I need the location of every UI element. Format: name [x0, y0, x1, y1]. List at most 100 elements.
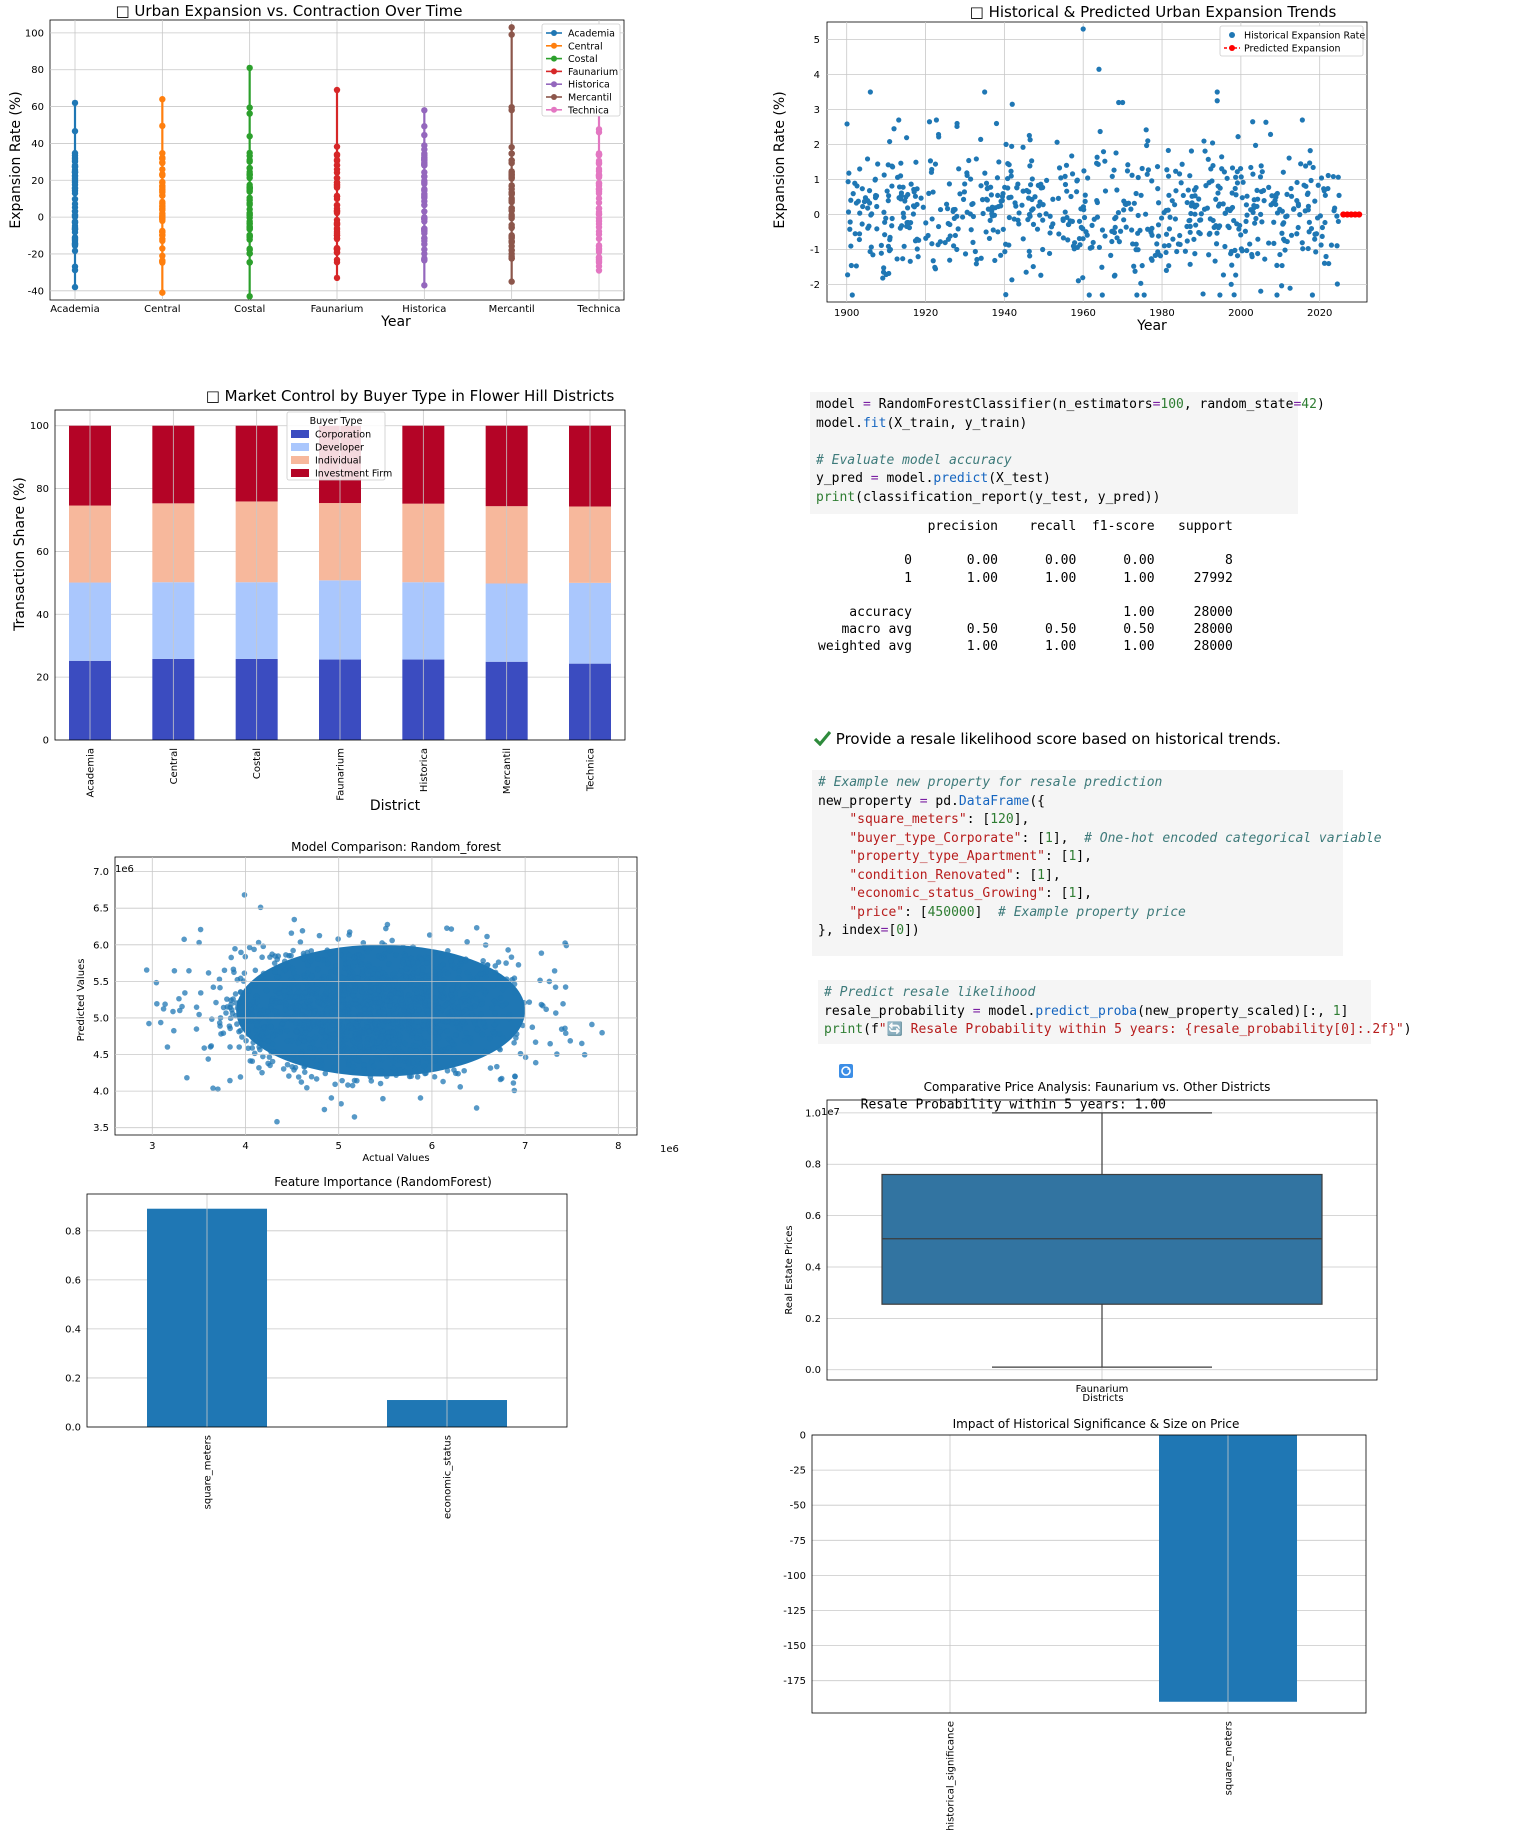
model-point [433, 1014, 440, 1021]
model-point [453, 1032, 459, 1038]
urban-point [333, 245, 341, 253]
hist-point [887, 138, 893, 145]
model-point [368, 944, 374, 951]
hist-point [1272, 197, 1278, 203]
hist-point [1295, 224, 1301, 231]
urban-point [246, 110, 253, 117]
hist-point [1026, 248, 1032, 254]
hist-point [1219, 154, 1225, 160]
model-point [401, 1004, 408, 1011]
model-point [376, 1009, 382, 1016]
model-point [339, 1026, 346, 1033]
model-point [418, 1035, 424, 1042]
urban-point [421, 179, 428, 186]
hist-point [1038, 272, 1044, 278]
model-point [289, 1064, 295, 1070]
hist-point [1184, 223, 1190, 230]
model-point [348, 999, 354, 1006]
model-point [381, 1046, 388, 1053]
model-point [411, 965, 418, 971]
hist-point [878, 242, 884, 248]
model-point [350, 963, 356, 970]
hist-point [1174, 248, 1180, 255]
model-point [267, 1023, 274, 1030]
hist-point [1138, 280, 1144, 286]
model-point [197, 926, 204, 933]
model-point [327, 951, 334, 957]
model-point [414, 1051, 420, 1057]
model-point [385, 1016, 392, 1023]
hist-point [1165, 147, 1171, 154]
model-point [358, 1049, 364, 1056]
hist-point [1266, 184, 1272, 190]
model-point [390, 1065, 396, 1071]
model-point [432, 999, 439, 1006]
model-point [237, 999, 243, 1006]
code-cell-new-property[interactable]: # Example new property for resale predic… [812, 770, 1382, 956]
code-cell-train[interactable]: model = RandomForestClassifier(n_estimat… [810, 392, 1325, 514]
model-point [330, 1031, 337, 1038]
hist-point [1312, 236, 1318, 242]
model-point [422, 1039, 428, 1045]
hist-point [1135, 212, 1141, 219]
urban-point [71, 190, 79, 197]
feature-y-tick: 0.2 [65, 1373, 81, 1384]
model-point [428, 993, 434, 999]
boxplot-y-tick: 0.4 [805, 1262, 821, 1273]
urban-point [333, 152, 341, 159]
hist-point [979, 197, 986, 203]
hist-point [1134, 292, 1140, 298]
model-point [249, 1045, 256, 1051]
model-point [347, 1022, 354, 1029]
model-point [406, 992, 412, 998]
model-point [328, 992, 335, 999]
urban-point [333, 174, 341, 182]
model-point [543, 1006, 549, 1013]
hist-point [1030, 206, 1036, 212]
model-point [346, 929, 353, 935]
market-legend-swatch [291, 443, 309, 451]
hist-point [969, 201, 975, 207]
hist-point [1214, 89, 1220, 95]
hist-point [1012, 200, 1018, 206]
model-point [260, 1053, 266, 1060]
model-point [164, 1044, 171, 1050]
model-point [439, 953, 446, 959]
urban-point [246, 206, 253, 213]
urban-point [421, 257, 428, 264]
hist-point [1208, 166, 1214, 172]
hist-point [852, 180, 858, 186]
hist-point [1313, 249, 1319, 255]
hist-point [1239, 248, 1245, 254]
model-point [421, 1063, 428, 1070]
model-point [414, 1034, 420, 1041]
model-point [403, 982, 409, 989]
model-point [280, 1066, 287, 1072]
hist-point [865, 205, 871, 211]
hist-point [1154, 241, 1160, 247]
hist-point [1184, 238, 1190, 244]
model-point [373, 1016, 379, 1022]
model-point [342, 948, 349, 955]
model-point [385, 1033, 391, 1040]
hist-point [1274, 262, 1280, 269]
model-point [340, 997, 346, 1003]
model-point [196, 1011, 202, 1018]
urban-x-tick: Academia [50, 304, 99, 315]
feature-importance-chart: Feature Importance (RandomForest) 0.0 0.2… [65, 1175, 568, 1519]
hist-point [1139, 263, 1145, 269]
model-point [294, 990, 301, 996]
hist-point [1238, 232, 1244, 238]
feature-frame [86, 1193, 568, 1428]
model-point [444, 970, 451, 977]
boxplot-y-tick: 0.8 [805, 1160, 821, 1171]
hist-point [1279, 230, 1285, 236]
boxplot-y-tick: 0.6 [805, 1211, 821, 1222]
code-cell-predict[interactable]: # Predict resale likelihood resale_probab… [818, 980, 1412, 1044]
hist-point [1065, 221, 1072, 228]
model-point [515, 962, 522, 968]
model-point [526, 999, 533, 1005]
model-point [272, 969, 278, 975]
hist-point [1175, 241, 1182, 247]
hist-point [1030, 221, 1037, 228]
